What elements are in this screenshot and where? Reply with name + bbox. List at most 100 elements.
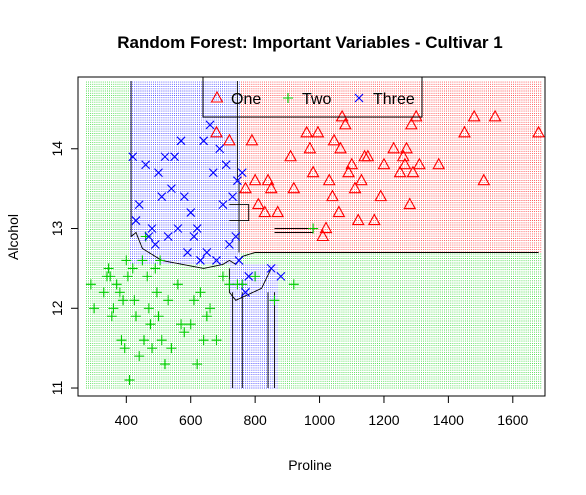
point-two (179, 327, 190, 338)
point-one (398, 157, 412, 170)
point-two (288, 279, 299, 290)
point-three (266, 264, 276, 273)
point-two (151, 287, 162, 298)
point-one (251, 197, 265, 210)
point-two (106, 311, 117, 322)
y-tick-label: 13 (49, 221, 65, 237)
point-one (327, 133, 341, 146)
point-two (129, 295, 140, 306)
point-one (342, 165, 355, 178)
legend-marker-three (354, 93, 364, 103)
decision-region-grid (86, 81, 542, 389)
point-three (176, 136, 186, 146)
point-one (387, 141, 401, 154)
point-two (188, 295, 199, 306)
point-three (195, 256, 205, 265)
point-two (89, 303, 100, 314)
point-two (150, 263, 161, 274)
boundary-line (229, 204, 250, 222)
point-two (130, 311, 141, 322)
point-two (103, 263, 114, 274)
point-two (116, 335, 127, 346)
point-three (150, 240, 160, 249)
point-one (477, 173, 491, 186)
point-three (134, 200, 144, 209)
point-three (160, 152, 170, 162)
data-points (85, 109, 545, 386)
x-tick-label: 1000 (304, 412, 335, 428)
point-two (211, 335, 222, 346)
point-one (264, 181, 278, 194)
y-axis: 11 12 13 14 (49, 141, 79, 395)
point-one (335, 109, 349, 122)
point-one (377, 157, 391, 170)
point-two (147, 343, 158, 354)
point-three (183, 248, 192, 257)
point-two (308, 223, 319, 234)
point-two (108, 303, 119, 314)
point-one (248, 173, 262, 186)
x-tick-label: 600 (179, 412, 203, 428)
legend-label-one: One (231, 91, 261, 108)
point-one (332, 205, 346, 218)
point-one (316, 229, 330, 242)
point-two (156, 335, 167, 346)
point-one (361, 149, 375, 162)
point-three (186, 208, 196, 217)
x-axis-label: Proline (288, 457, 332, 473)
point-one (261, 173, 275, 186)
point-one (406, 165, 420, 178)
point-one (319, 221, 333, 234)
y-tick-label: 14 (49, 141, 65, 157)
point-two (111, 279, 122, 290)
point-two (124, 375, 135, 386)
chart-title: Random Forest: Important Variables - Cul… (117, 33, 502, 52)
x-tick-label: 1600 (497, 412, 528, 428)
point-two (237, 279, 248, 290)
point-two (121, 255, 132, 266)
point-two (122, 271, 133, 282)
point-two (172, 279, 183, 290)
point-two (166, 343, 177, 354)
point-two (155, 255, 166, 266)
point-three (192, 224, 202, 233)
point-three (231, 232, 241, 241)
point-three (218, 200, 228, 209)
point-two (143, 303, 154, 314)
point-one (403, 197, 417, 210)
point-one (287, 181, 301, 194)
point-one (367, 213, 381, 226)
point-three (244, 271, 254, 281)
y-tick-label: 12 (49, 300, 65, 316)
point-one (532, 125, 545, 138)
point-two (118, 295, 129, 306)
point-two (159, 359, 170, 370)
legend-label-two: Two (302, 91, 331, 108)
point-three (215, 144, 225, 154)
point-one (354, 173, 368, 186)
point-three (167, 184, 176, 194)
region-one (241, 81, 542, 253)
point-one (488, 109, 502, 122)
point-one (222, 133, 236, 146)
x-tick-label: 800 (243, 412, 267, 428)
point-one (303, 141, 317, 154)
point-three (233, 176, 242, 186)
point-one (345, 157, 359, 170)
point-one (338, 117, 352, 130)
point-two (192, 359, 203, 370)
point-one (322, 173, 336, 186)
point-three (173, 224, 183, 233)
point-two (269, 295, 280, 306)
point-two (119, 343, 130, 354)
y-axis-label: Alcohol (5, 214, 21, 260)
x-axis: 400 600 800 1000 1200 1400 1600 (115, 395, 529, 428)
point-three (131, 216, 141, 225)
legend-label-three: Three (373, 91, 415, 108)
legend-box (202, 76, 423, 118)
point-two (105, 271, 116, 282)
point-three (212, 256, 221, 265)
point-one (409, 109, 423, 122)
legend: One Two Three (202, 76, 423, 118)
point-two (250, 271, 261, 282)
